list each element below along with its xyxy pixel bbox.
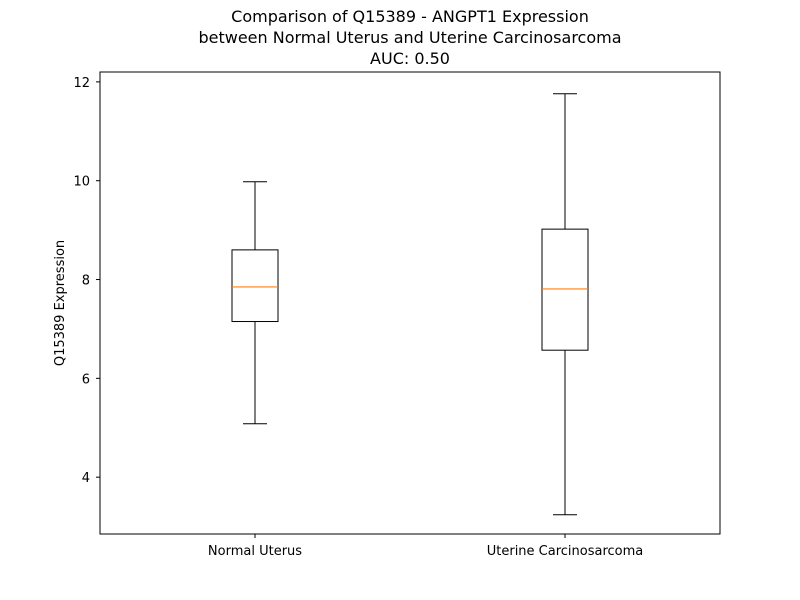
- x-tick-label: Normal Uterus: [208, 544, 302, 559]
- y-tick-label: 6: [82, 372, 90, 387]
- plot-frame: [99, 71, 721, 535]
- iqr-box: [231, 249, 279, 323]
- y-axis-label: Q15389 Expression: [53, 240, 68, 366]
- chart-title-line-3: AUC: 0.50: [370, 49, 450, 68]
- chart-title-line-2: between Normal Uterus and Uterine Carcin…: [198, 28, 621, 47]
- chart-title: Comparison of Q15389 - ANGPT1 Expression…: [198, 7, 621, 68]
- y-tick-label: 8: [82, 274, 90, 289]
- chart-title-line-1: Comparison of Q15389 - ANGPT1 Expression: [231, 7, 589, 26]
- x-tick-label: Uterine Carcinosarcoma: [487, 544, 644, 559]
- y-tick-label: 12: [73, 76, 90, 91]
- plot-area: 4 6 8 10 12 Normal Uterus Uterine Carcinosarco…: [73, 76, 643, 559]
- iqr-box: [541, 228, 589, 351]
- y-tick-label: 4: [82, 471, 90, 486]
- y-tick-label: 10: [73, 175, 90, 190]
